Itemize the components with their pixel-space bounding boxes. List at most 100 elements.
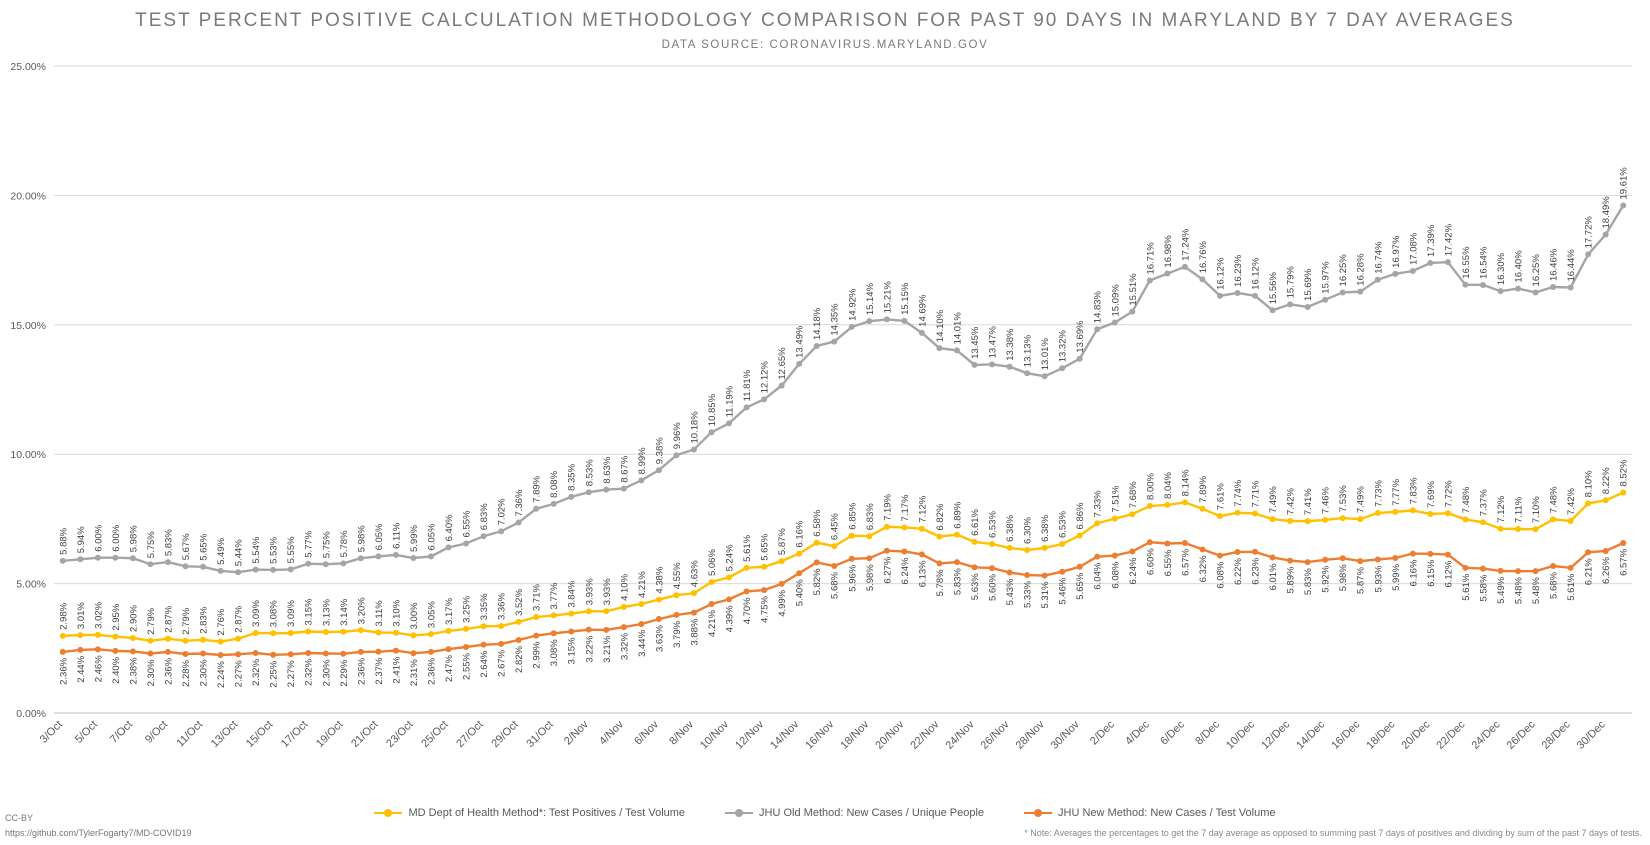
legend-item-jhu-old-method[interactable]: JHU Old Method: New Cases / Unique Peopl… xyxy=(725,807,984,819)
data-label: 5.46% xyxy=(1058,577,1069,604)
data-point xyxy=(1234,509,1241,516)
data-point xyxy=(1234,289,1241,296)
data-point xyxy=(866,318,873,325)
data-point xyxy=(866,555,873,562)
data-point xyxy=(1181,263,1188,270)
data-label: 6.05% xyxy=(374,523,385,550)
data-point xyxy=(1252,548,1259,555)
data-point xyxy=(1409,550,1416,557)
data-point xyxy=(357,555,364,562)
data-point xyxy=(971,361,978,368)
data-point xyxy=(112,633,119,640)
data-label: 6.08% xyxy=(1110,561,1121,588)
x-tick-label: 11/Oct xyxy=(174,719,205,750)
legend-item-jhu-new-method[interactable]: JHU New Method: New Cases / Test Volume xyxy=(1024,807,1276,819)
data-point xyxy=(655,596,662,603)
data-point xyxy=(1392,508,1399,515)
data-point xyxy=(1357,558,1364,565)
data-label: 16.23% xyxy=(1233,254,1244,287)
data-point xyxy=(796,550,803,557)
data-label: 5.77% xyxy=(304,530,315,557)
data-label: 5.75% xyxy=(321,531,332,558)
data-point xyxy=(515,519,522,526)
data-point xyxy=(270,566,277,573)
x-tick-label: 5/Oct xyxy=(73,719,100,746)
data-label: 7.12% xyxy=(917,495,928,522)
data-point xyxy=(533,632,540,639)
x-tick-label: 10/Dec xyxy=(1224,718,1257,751)
data-point xyxy=(1006,544,1013,551)
data-label: 12.12% xyxy=(760,361,771,394)
data-label: 16.71% xyxy=(1145,242,1156,275)
data-label: 6.16% xyxy=(1408,559,1419,586)
data-label: 8.08% xyxy=(549,470,560,497)
data-label: 5.58% xyxy=(1478,574,1489,601)
data-point xyxy=(182,563,189,570)
legend-label-md-method: MD Dept of Health Method*: Test Positive… xyxy=(408,807,686,819)
source-link[interactable]: https://github.com/TylerFogarty7/MD-COVI… xyxy=(5,828,192,838)
data-point xyxy=(585,626,592,633)
x-tick-label: 25/Oct xyxy=(419,719,450,750)
data-label: 2.79% xyxy=(181,607,192,634)
data-label: 5.48% xyxy=(1514,577,1525,604)
data-point xyxy=(375,553,382,560)
data-point xyxy=(813,559,820,566)
data-point xyxy=(515,618,522,625)
data-label: 14.83% xyxy=(1093,290,1104,323)
data-point xyxy=(427,553,434,560)
legend-label-jhu-old-method: JHU Old Method: New Cases / Unique Peopl… xyxy=(759,807,985,819)
data-label: 6.04% xyxy=(1093,562,1104,589)
data-label: 2.36% xyxy=(426,657,437,684)
data-label: 6.60% xyxy=(1145,548,1156,575)
data-point xyxy=(217,652,224,659)
x-tick-label: 24/Dec xyxy=(1469,718,1502,751)
data-label: 7.73% xyxy=(1373,479,1384,506)
data-label: 16.76% xyxy=(1198,240,1209,273)
data-point xyxy=(1164,501,1171,508)
data-label: 8.99% xyxy=(637,447,648,474)
data-point xyxy=(480,533,487,540)
data-point xyxy=(936,345,943,352)
data-point xyxy=(1094,553,1101,560)
data-point xyxy=(129,555,136,562)
x-tick-label: 21/Oct xyxy=(349,719,380,750)
data-label: 7.69% xyxy=(1426,480,1437,507)
data-point xyxy=(340,650,347,657)
data-label: 3.93% xyxy=(584,578,595,605)
data-point xyxy=(1620,202,1627,209)
data-point xyxy=(287,630,294,637)
data-label: 3.44% xyxy=(637,629,648,656)
data-point xyxy=(463,625,470,632)
data-point xyxy=(761,563,768,570)
data-label: 5.78% xyxy=(339,530,350,557)
data-point xyxy=(813,343,820,350)
data-point xyxy=(568,493,575,500)
data-label: 6.22% xyxy=(1233,557,1244,584)
data-point xyxy=(1357,288,1364,295)
chart-subtitle: DATA SOURCE: CORONAVIRUS.MARYLAND.GOV xyxy=(661,39,989,51)
data-point xyxy=(848,555,855,562)
data-label: 16.12% xyxy=(1251,257,1262,290)
data-label: 7.71% xyxy=(1251,480,1262,507)
data-label: 4.21% xyxy=(637,571,648,598)
data-point xyxy=(1515,568,1522,575)
data-label: 2.36% xyxy=(356,657,367,684)
data-label: 5.40% xyxy=(795,579,806,606)
data-label: 15.79% xyxy=(1286,266,1297,299)
x-tick-label: 31/Oct xyxy=(524,719,555,750)
data-point xyxy=(1479,281,1486,288)
data-point xyxy=(1339,289,1346,296)
data-point xyxy=(1269,554,1276,561)
x-tick-label: 30/Nov xyxy=(1049,718,1082,751)
data-point xyxy=(901,548,908,555)
data-label: 6.00% xyxy=(93,524,104,551)
data-label: 17.08% xyxy=(1408,232,1419,265)
legend-item-md-method[interactable]: MD Dept of Health Method*: Test Positive… xyxy=(374,807,685,819)
data-label: 2.83% xyxy=(199,606,210,633)
data-point xyxy=(1409,267,1416,274)
y-tick-label: 20.00% xyxy=(10,190,46,202)
data-label: 3.79% xyxy=(672,620,683,647)
data-label: 6.83% xyxy=(479,503,490,530)
data-label: 13.01% xyxy=(1040,338,1051,371)
